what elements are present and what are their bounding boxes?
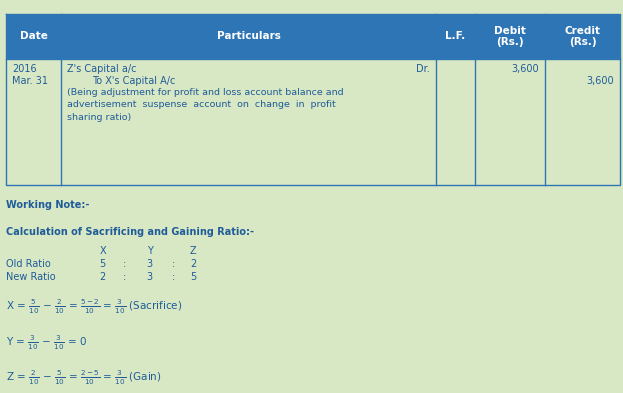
Text: 2: 2 (100, 272, 106, 282)
Text: sharing ratio): sharing ratio) (67, 113, 131, 122)
Text: :: : (171, 272, 175, 282)
Text: X = $\frac{5}{10}$ $-$ $\frac{2}{10}$ = $\frac{5-2}{10}$ = $\frac{3}{10}$ (Sacri: X = $\frac{5}{10}$ $-$ $\frac{2}{10}$ = … (6, 298, 183, 316)
Text: Date: Date (20, 31, 47, 41)
Text: Debit
(Rs.): Debit (Rs.) (494, 26, 526, 47)
Text: 5: 5 (190, 272, 196, 282)
Text: 2: 2 (190, 259, 196, 268)
Text: 3: 3 (146, 259, 153, 268)
Text: Working Note:-: Working Note:- (6, 200, 90, 210)
Text: Mar. 31: Mar. 31 (12, 76, 49, 86)
Text: :: : (171, 259, 175, 268)
Text: Y: Y (146, 246, 153, 255)
Text: advertisement  suspense  account  on  change  in  profit: advertisement suspense account on change… (67, 101, 336, 110)
Text: New Ratio: New Ratio (6, 272, 56, 282)
Text: Dr.: Dr. (416, 64, 430, 73)
Text: Credit
(Rs.): Credit (Rs.) (564, 26, 601, 47)
Text: 3,600: 3,600 (511, 64, 539, 73)
Text: L.F.: L.F. (445, 31, 465, 41)
Text: 3,600: 3,600 (586, 76, 614, 86)
Text: 5: 5 (100, 259, 106, 268)
Text: To X's Capital A/c: To X's Capital A/c (92, 76, 176, 86)
Text: Z: Z (190, 246, 196, 255)
Text: 2016: 2016 (12, 64, 37, 73)
Text: Y = $\frac{3}{10}$ $-$ $\frac{3}{10}$ = 0: Y = $\frac{3}{10}$ $-$ $\frac{3}{10}$ = … (6, 333, 87, 352)
Text: :: : (123, 272, 126, 282)
Text: (Being adjustment for profit and loss account balance and: (Being adjustment for profit and loss ac… (67, 88, 344, 97)
Text: Z's Capital a/c: Z's Capital a/c (67, 64, 137, 73)
Text: Calculation of Sacrificing and Gaining Ratio:-: Calculation of Sacrificing and Gaining R… (6, 227, 254, 237)
Text: Particulars: Particulars (217, 31, 280, 41)
Text: Old Ratio: Old Ratio (6, 259, 51, 268)
Text: X: X (100, 246, 106, 255)
Bar (6, 14, 620, 59)
Text: Z = $\frac{2}{10}$ $-$ $\frac{5}{10}$ = $\frac{2-5}{10}$ = $\frac{3}{10}$ (Gain): Z = $\frac{2}{10}$ $-$ $\frac{5}{10}$ = … (6, 369, 162, 387)
Text: :: : (123, 259, 126, 268)
Text: 3: 3 (146, 272, 153, 282)
